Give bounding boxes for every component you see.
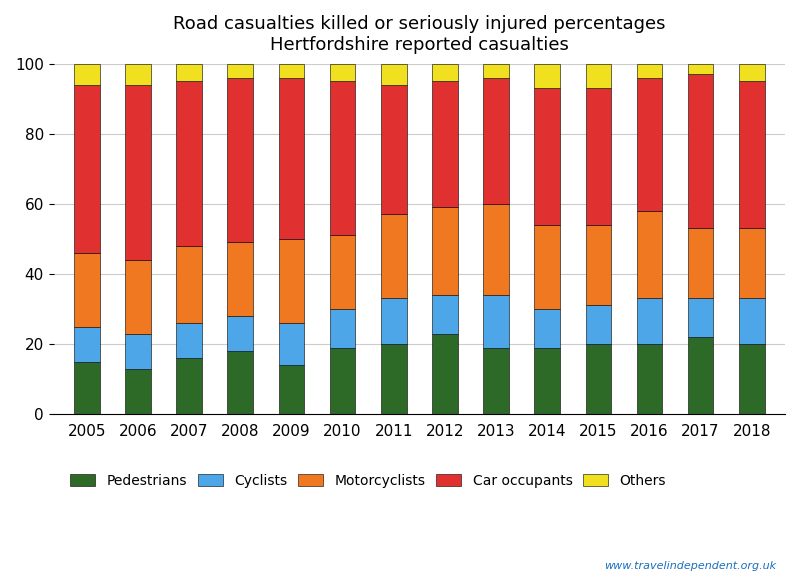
Legend: Pedestrians, Cyclists, Motorcyclists, Car occupants, Others: Pedestrians, Cyclists, Motorcyclists, Ca… [63, 466, 673, 495]
Bar [381, 64, 406, 85]
Bar [432, 208, 458, 295]
Bar [74, 327, 100, 361]
Bar [739, 229, 765, 299]
Bar [483, 204, 509, 295]
Bar [381, 344, 406, 414]
Bar [586, 225, 611, 306]
Bar [586, 88, 611, 225]
Bar [74, 85, 100, 253]
Bar [278, 323, 304, 365]
Bar [381, 215, 406, 299]
Bar [330, 81, 355, 235]
Bar [483, 347, 509, 414]
Bar [483, 78, 509, 204]
Bar [176, 64, 202, 81]
Title: Road casualties killed or seriously injured percentages
Hertfordshire reported c: Road casualties killed or seriously inju… [173, 15, 666, 54]
Bar [381, 299, 406, 344]
Bar [534, 347, 560, 414]
Bar [381, 85, 406, 215]
Bar [432, 64, 458, 81]
Bar [126, 334, 150, 368]
Bar [688, 229, 714, 299]
Bar [534, 64, 560, 88]
Bar [637, 78, 662, 211]
Bar [688, 64, 714, 74]
Bar [176, 246, 202, 323]
Bar [534, 309, 560, 347]
Bar [637, 344, 662, 414]
Bar [126, 85, 150, 260]
Bar [126, 260, 150, 334]
Bar [432, 334, 458, 414]
Bar [176, 81, 202, 246]
Bar [176, 358, 202, 414]
Bar [74, 64, 100, 85]
Bar [330, 64, 355, 81]
Bar [278, 64, 304, 78]
Bar [330, 235, 355, 309]
Bar [278, 239, 304, 323]
Bar [432, 81, 458, 208]
Bar [586, 306, 611, 344]
Bar [330, 347, 355, 414]
Bar [126, 64, 150, 85]
Bar [688, 337, 714, 414]
Bar [483, 295, 509, 347]
Bar [227, 78, 253, 242]
Bar [739, 64, 765, 81]
Bar [586, 344, 611, 414]
Bar [739, 81, 765, 229]
Bar [278, 365, 304, 414]
Bar [688, 74, 714, 229]
Text: www.travelindependent.org.uk: www.travelindependent.org.uk [604, 561, 776, 571]
Bar [637, 64, 662, 78]
Bar [688, 299, 714, 337]
Bar [74, 361, 100, 414]
Bar [637, 211, 662, 299]
Bar [227, 64, 253, 78]
Bar [739, 344, 765, 414]
Bar [227, 351, 253, 414]
Bar [278, 78, 304, 239]
Bar [74, 253, 100, 327]
Bar [227, 242, 253, 316]
Bar [534, 225, 560, 309]
Bar [330, 309, 355, 347]
Bar [637, 299, 662, 344]
Bar [534, 88, 560, 225]
Bar [176, 323, 202, 358]
Bar [483, 64, 509, 78]
Bar [586, 64, 611, 88]
Bar [126, 368, 150, 414]
Bar [227, 316, 253, 351]
Bar [432, 295, 458, 334]
Bar [739, 299, 765, 344]
